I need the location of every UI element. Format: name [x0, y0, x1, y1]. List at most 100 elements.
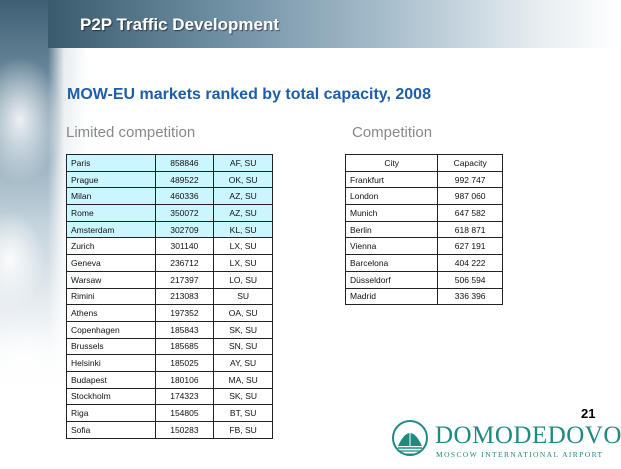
- table-row: Milan 460336 AZ, SU: [66, 187, 273, 206]
- table-row: Madrid 336 396: [344, 287, 503, 306]
- city-cell: Frankfurt: [344, 170, 439, 189]
- capacity-cell: 489522: [154, 170, 215, 189]
- city-cell: Barcelona: [344, 254, 439, 272]
- table-row: Paris 858846 AF, SU: [66, 154, 273, 172]
- table-row: Frankfurt 992 747: [344, 170, 503, 189]
- city-cell: Zurich: [66, 237, 156, 256]
- capacity-cell: 627 191: [437, 237, 503, 256]
- column-header-capacity: Capacity: [437, 154, 503, 172]
- city-cell: Brussels: [66, 337, 156, 356]
- column-header-city: City: [344, 154, 439, 172]
- capacity-cell: 213083: [154, 287, 215, 306]
- capacity-cell: 236712: [154, 254, 215, 272]
- city-cell: Amsterdam: [66, 220, 156, 239]
- table-row: Geneva 236712 LX, SU: [66, 254, 273, 272]
- city-cell: Riga: [66, 404, 156, 422]
- logo-wordmark: DOMODEDOVO: [435, 422, 621, 449]
- capacity-cell: 150283: [154, 421, 215, 439]
- domodedovo-logo-icon: [392, 420, 428, 456]
- capacity-cell: 858846: [154, 154, 215, 172]
- carriers-cell: AZ, SU: [213, 204, 273, 222]
- carriers-cell: AZ, SU: [213, 187, 273, 206]
- capacity-cell: 185685: [154, 337, 215, 356]
- city-cell: Rimini: [66, 287, 156, 306]
- capacity-cell: 506 594: [437, 270, 503, 289]
- city-cell: Warsaw: [66, 270, 156, 289]
- page-number: 21: [581, 406, 596, 421]
- competition-table: City Capacity Frankfurt 992 747 London 987 …: [344, 154, 503, 306]
- city-cell: Copenhagen: [66, 320, 156, 339]
- capacity-cell: 185843: [154, 320, 215, 339]
- capacity-cell: 302709: [154, 220, 215, 239]
- table-row: Amsterdam 302709 KL, SU: [66, 220, 273, 239]
- city-cell: Rome: [66, 204, 156, 222]
- table-row: Rimini 213083 SU: [66, 287, 273, 306]
- carriers-cell: OA, SU: [213, 304, 273, 322]
- capacity-cell: 618 871: [437, 220, 503, 239]
- city-cell: Madrid: [344, 287, 439, 306]
- capacity-cell: 404 222: [437, 254, 503, 272]
- table-row: Copenhagen 185843 SK, SU: [66, 320, 273, 339]
- carriers-cell: SK, SU: [213, 387, 273, 406]
- logo-tagline: MOSCOW INTERNATIONAL AIRPORT: [436, 450, 604, 459]
- capacity-cell: 992 747: [437, 170, 503, 189]
- capacity-cell: 180106: [154, 370, 215, 389]
- city-cell: Vienna: [344, 237, 439, 256]
- domodedovo-logo: DOMODEDOVO MOSCOW INTERNATIONAL AIRPORT: [390, 416, 621, 462]
- city-cell: Paris: [66, 154, 156, 172]
- table-header-row: City Capacity: [344, 154, 503, 172]
- capacity-cell: 336 396: [437, 287, 503, 306]
- carriers-cell: LO, SU: [213, 270, 273, 289]
- city-cell: Stockholm: [66, 387, 156, 406]
- table-row: Zurich 301140 LX, SU: [66, 237, 273, 256]
- carriers-cell: MA, SU: [213, 370, 273, 389]
- title-band: [48, 0, 621, 48]
- carriers-cell: AY, SU: [213, 354, 273, 372]
- table-row: Riga 154805 BT, SU: [66, 404, 273, 422]
- limited-competition-label: Limited competition: [66, 124, 196, 141]
- capacity-cell: 987 060: [437, 187, 503, 206]
- table-row: Helsinki 185025 AY, SU: [66, 354, 273, 372]
- table-row: Budapest 180106 MA, SU: [66, 370, 273, 389]
- carriers-cell: OK, SU: [213, 170, 273, 189]
- capacity-cell: 460336: [154, 187, 215, 206]
- city-cell: Budapest: [66, 370, 156, 389]
- carriers-cell: LX, SU: [213, 254, 273, 272]
- carriers-cell: KL, SU: [213, 220, 273, 239]
- carriers-cell: SK, SU: [213, 320, 273, 339]
- carriers-cell: BT, SU: [213, 404, 273, 422]
- city-cell: Helsinki: [66, 354, 156, 372]
- city-cell: Berlin: [344, 220, 439, 239]
- table-row: Rome 350072 AZ, SU: [66, 204, 273, 222]
- table-row: Berlin 618 871: [344, 220, 503, 239]
- capacity-cell: 301140: [154, 237, 215, 256]
- table-row: Sofia 150283 FB, SU: [66, 421, 273, 439]
- table-row: Stockholm 174323 SK, SU: [66, 387, 273, 406]
- competition-label: Competition: [352, 124, 433, 141]
- city-cell: Düsseldorf: [344, 270, 439, 289]
- city-cell: Athens: [66, 304, 156, 322]
- carriers-cell: AF, SU: [213, 154, 273, 172]
- city-cell: Geneva: [66, 254, 156, 272]
- carriers-cell: SN, SU: [213, 337, 273, 356]
- capacity-cell: 174323: [154, 387, 215, 406]
- capacity-cell: 217397: [154, 270, 215, 289]
- carriers-cell: SU: [213, 287, 273, 306]
- table-row: London 987 060: [344, 187, 503, 206]
- table-row: Athens 197352 OA, SU: [66, 304, 273, 322]
- limited-competition-table: Paris 858846 AF, SU Prague 489522 OK, SU Milan…: [66, 154, 273, 439]
- city-cell: Sofia: [66, 421, 156, 439]
- carriers-cell: LX, SU: [213, 237, 273, 256]
- slide-subtitle: MOW-EU markets ranked by total capacity,…: [67, 86, 431, 103]
- table-row: Vienna 627 191: [344, 237, 503, 256]
- city-cell: Prague: [66, 170, 156, 189]
- table-row: Warsaw 217397 LO, SU: [66, 270, 273, 289]
- slide-title: P2P Traffic Development: [80, 15, 280, 34]
- capacity-cell: 197352: [154, 304, 215, 322]
- city-cell: Munich: [344, 204, 439, 222]
- table-row: Munich 647 582: [344, 204, 503, 222]
- table-row: Prague 489522 OK, SU: [66, 170, 273, 189]
- city-cell: Milan: [66, 187, 156, 206]
- table-row: Brussels 185685 SN, SU: [66, 337, 273, 356]
- capacity-cell: 647 582: [437, 204, 503, 222]
